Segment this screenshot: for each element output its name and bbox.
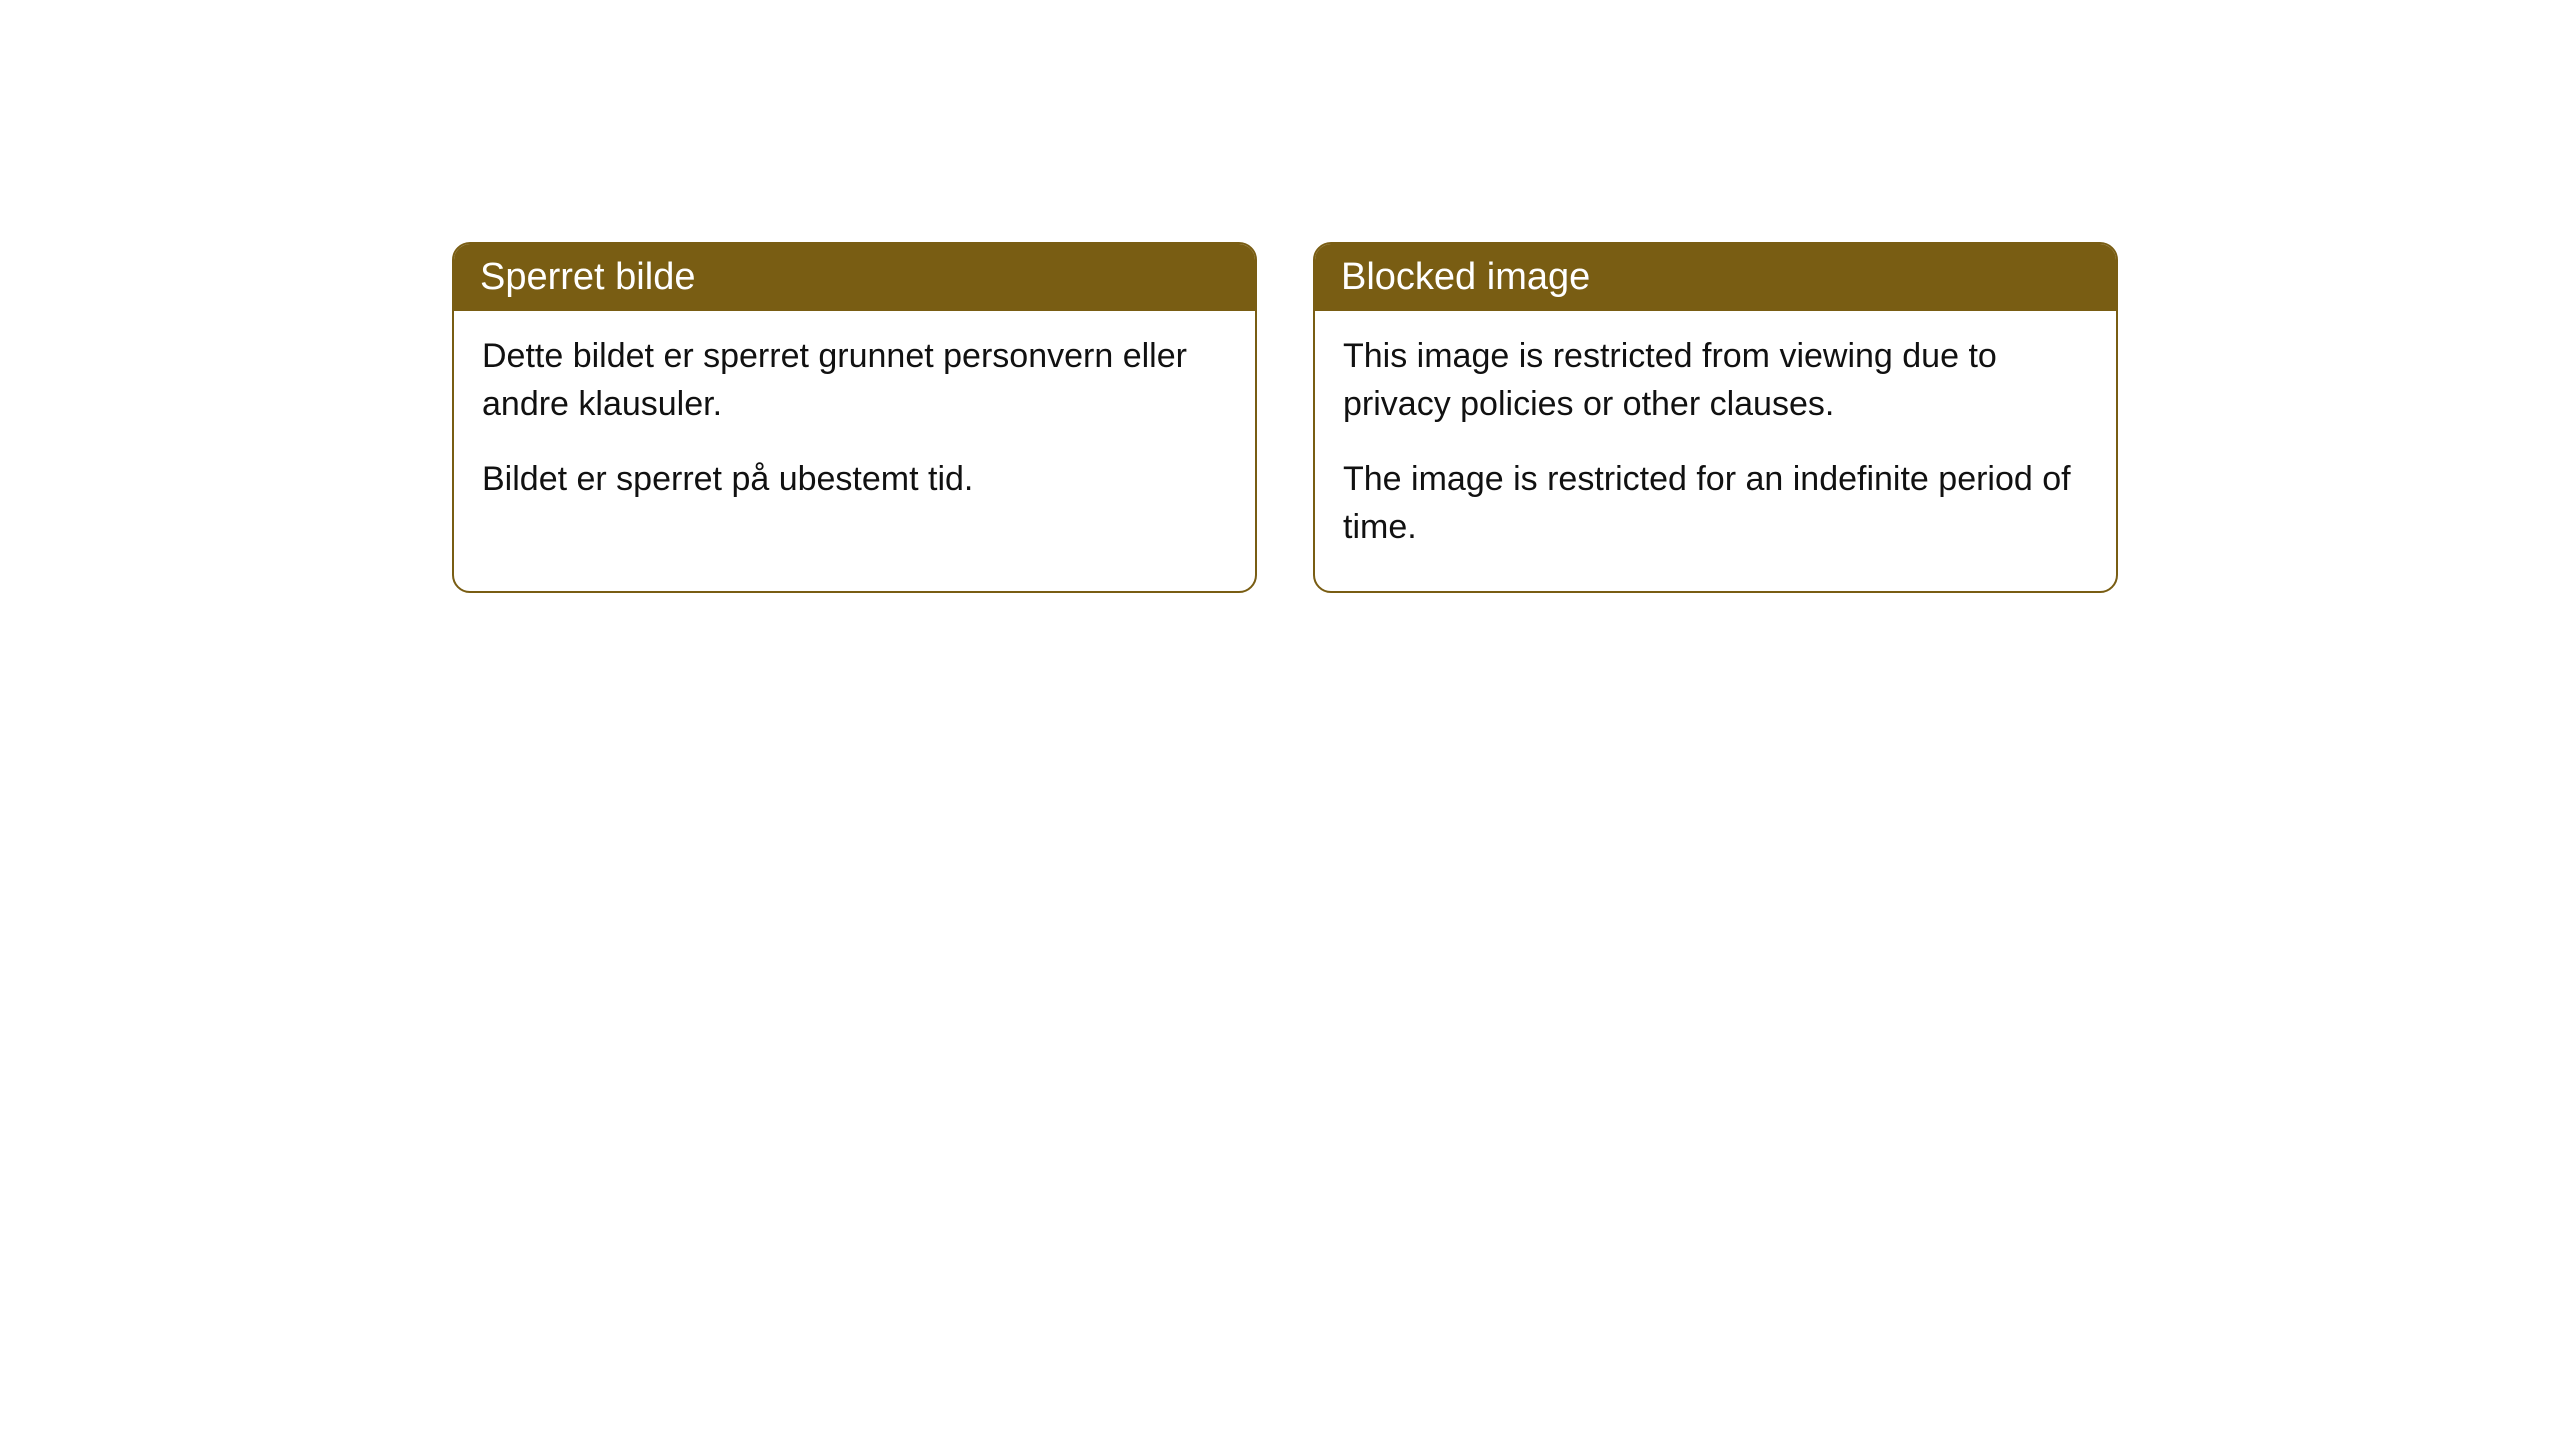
notice-paragraph-2: Bildet er sperret på ubestemt tid. — [482, 456, 1227, 504]
notice-paragraph-1: This image is restricted from viewing du… — [1343, 333, 2088, 428]
notice-header-english: Blocked image — [1315, 244, 2116, 311]
notice-card-english: Blocked image This image is restricted f… — [1313, 242, 2118, 593]
notice-paragraph-1: Dette bildet er sperret grunnet personve… — [482, 333, 1227, 428]
notice-body-english: This image is restricted from viewing du… — [1315, 311, 2116, 591]
notice-container: Sperret bilde Dette bildet er sperret gr… — [0, 0, 2560, 593]
notice-body-norwegian: Dette bildet er sperret grunnet personve… — [454, 311, 1255, 544]
notice-paragraph-2: The image is restricted for an indefinit… — [1343, 456, 2088, 551]
notice-header-norwegian: Sperret bilde — [454, 244, 1255, 311]
notice-card-norwegian: Sperret bilde Dette bildet er sperret gr… — [452, 242, 1257, 593]
